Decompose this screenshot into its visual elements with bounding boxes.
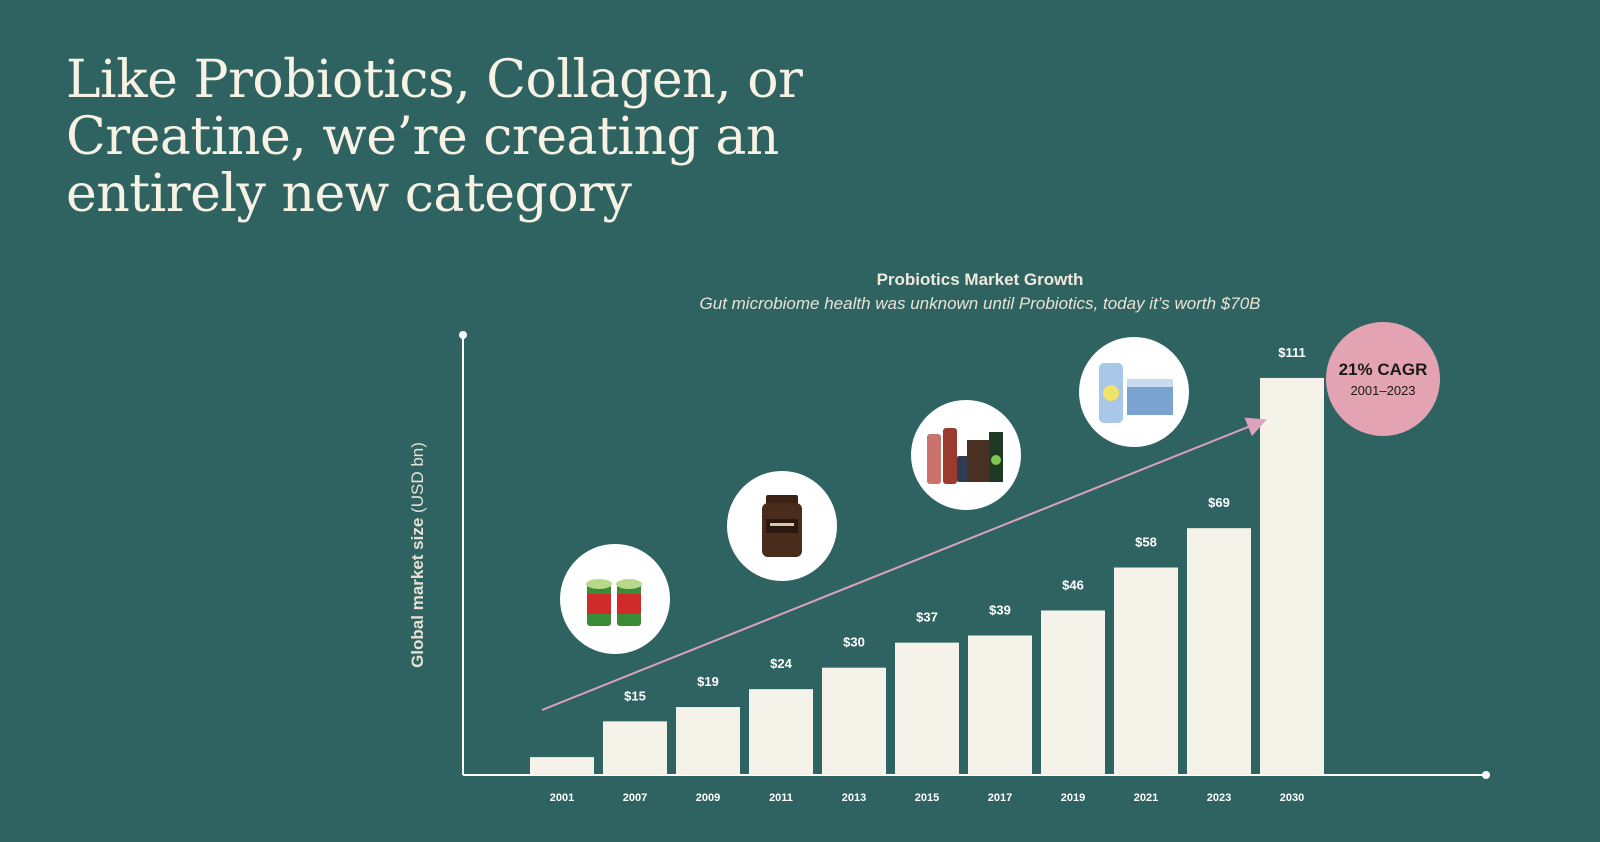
chart-subtitle: Gut microbiome health was unknown until … bbox=[699, 294, 1261, 313]
cagr-badge: 21% CAGR 2001–2023 bbox=[1326, 322, 1440, 436]
chart-title: Probiotics Market Growth bbox=[876, 270, 1084, 289]
x-tick-2015: 2015 bbox=[915, 792, 939, 804]
data-label-2017: $39 bbox=[989, 602, 1011, 617]
bar-2013 bbox=[822, 667, 886, 775]
trend-arrow bbox=[541, 417, 1267, 711]
data-label-2021: $58 bbox=[1135, 535, 1157, 550]
data-label-2013: $30 bbox=[843, 635, 865, 650]
headline-line-1: Like Probiotics, Collagen, or bbox=[66, 50, 803, 110]
data-label-2007: $15 bbox=[624, 688, 646, 703]
x-tick-2019: 2019 bbox=[1061, 792, 1085, 804]
x-tick-2011: 2011 bbox=[769, 792, 793, 804]
bar-2011 bbox=[749, 689, 813, 775]
x-tick-2021: 2021 bbox=[1134, 792, 1158, 804]
bar-2019 bbox=[1041, 610, 1105, 775]
data-label-2023: $69 bbox=[1208, 495, 1230, 510]
bar-2023 bbox=[1187, 528, 1251, 775]
x-tick-2009: 2009 bbox=[696, 792, 720, 804]
bar-2021 bbox=[1114, 567, 1178, 775]
kombucha-drinks-icon bbox=[911, 400, 1021, 510]
data-label-2030: $111 bbox=[1278, 345, 1306, 360]
x-tick-2001: 2001 bbox=[550, 792, 574, 804]
probiotic-jar-icon bbox=[727, 471, 837, 581]
x-tick-2030: 2030 bbox=[1280, 792, 1304, 804]
x-tick-2007: 2007 bbox=[623, 792, 647, 804]
cagr-period: 2001–2023 bbox=[1350, 383, 1416, 398]
data-label-2019: $46 bbox=[1062, 577, 1084, 592]
headline: Like Probiotics, Collagen, or Creatine, … bbox=[66, 52, 886, 223]
x-tick-2013: 2013 bbox=[842, 792, 866, 804]
headline-line-2: Creatine, we’re creating an bbox=[66, 107, 779, 167]
x-tick-2017: 2017 bbox=[988, 792, 1012, 804]
y-axis-end-dot bbox=[459, 331, 467, 339]
bar-2009 bbox=[676, 707, 740, 775]
bar-2015 bbox=[895, 642, 959, 775]
headline-line-3: entirely new category bbox=[66, 164, 632, 224]
data-label-2015: $37 bbox=[916, 610, 938, 625]
data-label-2011: $24 bbox=[770, 656, 792, 671]
bar-2030 bbox=[1260, 377, 1324, 775]
data-label-2009: $19 bbox=[697, 674, 719, 689]
x-tick-2023: 2023 bbox=[1207, 792, 1231, 804]
activia-yogurt-icon bbox=[560, 544, 670, 654]
poppi-soda-icon bbox=[1079, 337, 1189, 447]
x-axis-end-dot bbox=[1482, 771, 1490, 779]
bar-2007 bbox=[603, 721, 667, 775]
cagr-value: 21% CAGR bbox=[1338, 360, 1428, 379]
bar-2001 bbox=[530, 757, 594, 775]
bar-2017 bbox=[968, 635, 1032, 775]
